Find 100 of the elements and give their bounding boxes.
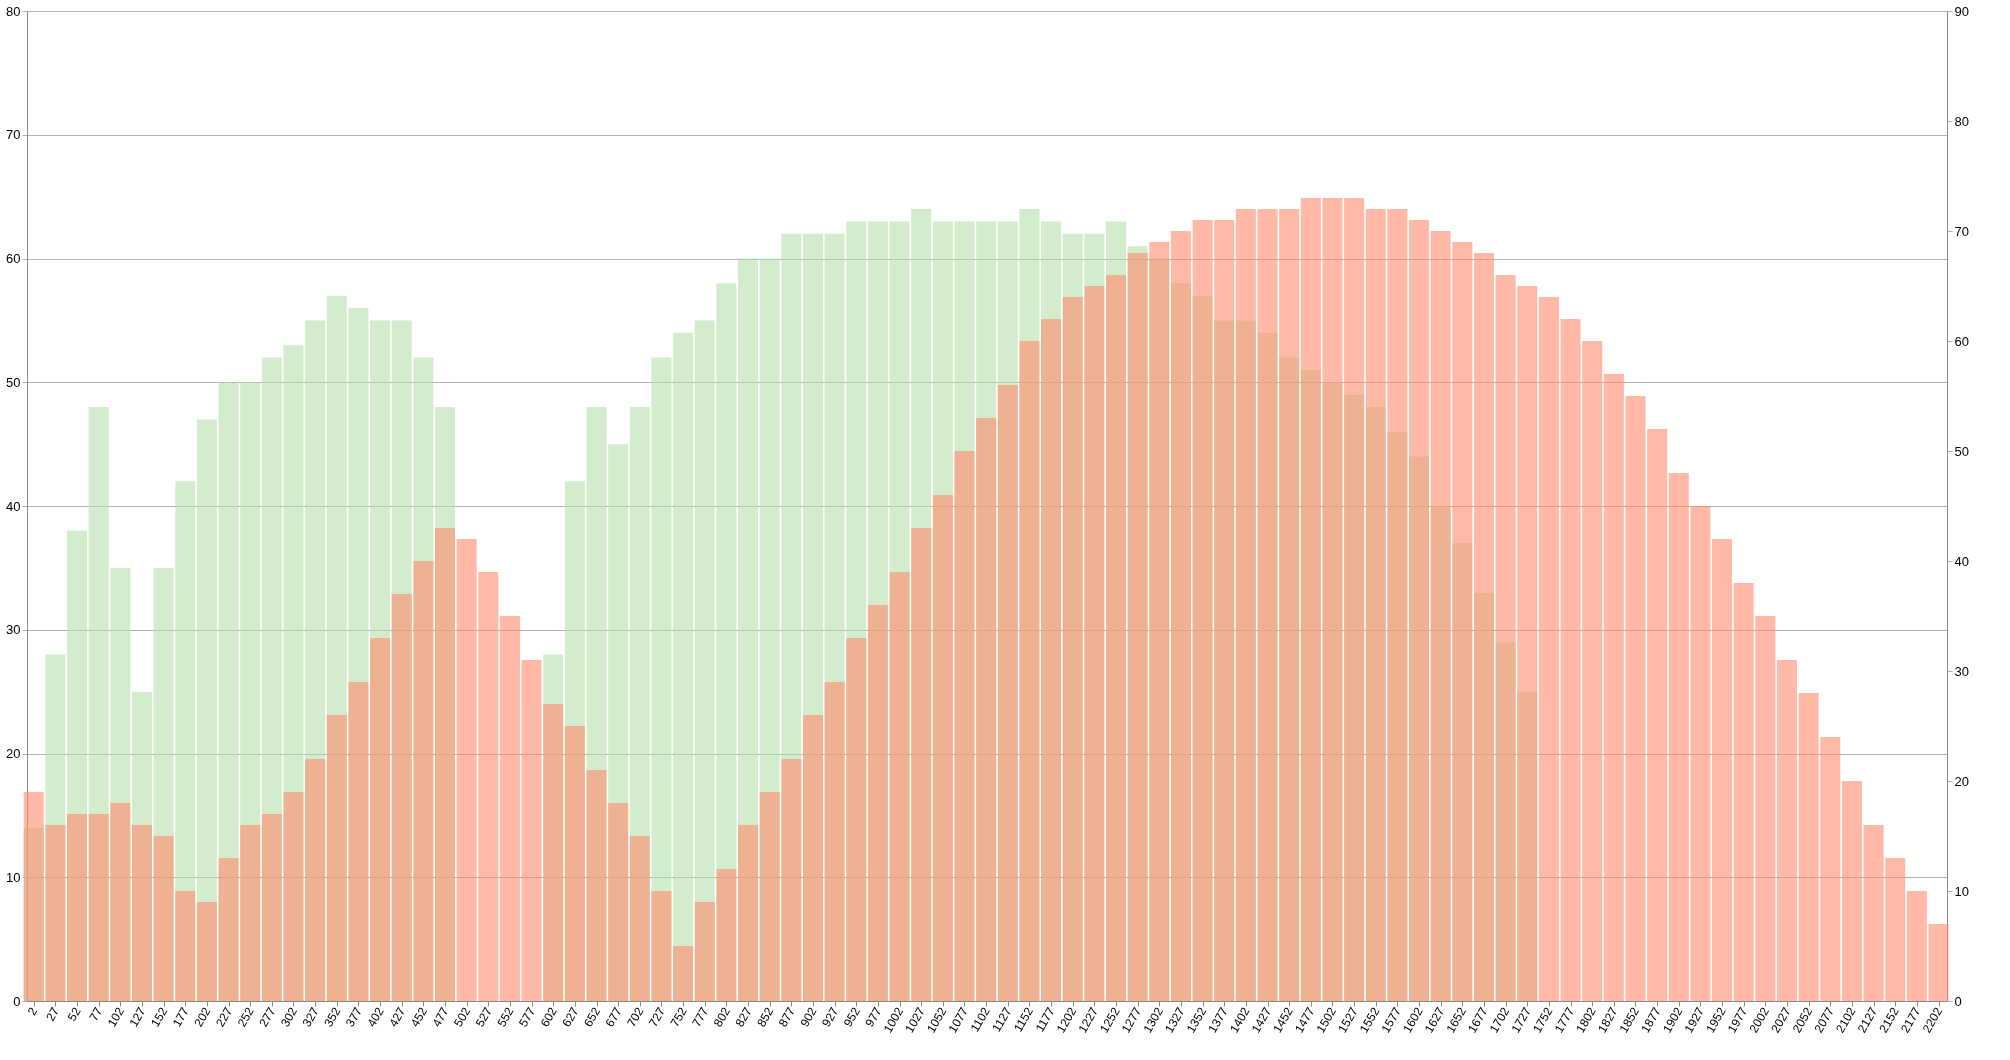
y2-tick-label: 40 [1954,553,1969,569]
x-tick-label: 727 [645,1004,669,1030]
x-tick-label: 127 [126,1004,149,1030]
y2-tick-label: 10 [1954,883,1969,899]
x-tick-label: 602 [537,1004,560,1030]
y2-tick-label: 30 [1954,663,1969,679]
bar [1560,319,1581,1001]
x-tick-label: 52 [64,1004,84,1024]
bar [283,792,304,1001]
bar [1885,858,1906,1001]
y-tick-label: 70 [6,127,21,143]
x-tick-label: 202 [191,1004,214,1030]
bar [1647,429,1668,1001]
x-tick-label: 852 [754,1004,777,1030]
bar [1625,396,1646,1001]
bar [1755,616,1776,1001]
bar [738,825,759,1001]
x-tick-label: 902 [797,1004,820,1030]
bar [1928,924,1949,1001]
y2-tick-label: 0 [1954,993,1962,1009]
x-tick-label: 77 [86,1004,106,1024]
x-tick-label: 277 [256,1004,279,1030]
bar [1430,231,1451,1001]
y2-tick-label: 80 [1954,113,1969,129]
x-tick-label: 977 [862,1004,885,1030]
y-tick-label: 40 [6,498,21,514]
y-tick-label: 20 [6,746,21,761]
bar [1452,242,1473,1001]
bar [1279,209,1300,1001]
x-tick-label: 377 [342,1004,366,1030]
y-tick-label: 60 [6,251,21,266]
x-tick-label: 227 [212,1004,236,1030]
bar [1365,209,1386,1001]
y-tick-label: 80 [6,3,21,19]
bar [1322,198,1343,1001]
y2-tick-label: 60 [1954,333,1969,349]
bar [781,759,802,1001]
x-tick-label: 527 [472,1004,496,1030]
bar [1712,539,1733,1001]
bar [1777,660,1798,1001]
bar [261,814,282,1001]
y-tick-label: 10 [6,869,21,885]
y2-tick-label: 20 [1954,773,1969,789]
x-tick-label: 877 [775,1004,799,1030]
x-tick-label: 752 [667,1004,690,1030]
x-tick-label: 777 [689,1004,712,1030]
bar [218,858,239,1001]
bar [1841,781,1862,1001]
x-tick-label: 652 [580,1004,604,1030]
x-tick-label: 102 [104,1004,128,1030]
x-tick-label: 952 [840,1004,863,1030]
y2-tick-label: 50 [1954,443,1969,459]
y-tick-label: 0 [13,993,21,1009]
bar [499,616,520,1001]
bar [716,869,737,1001]
x-tick-label: 477 [429,1004,452,1030]
x-tick-label: 427 [386,1004,409,1030]
bar [673,946,694,1001]
bar [1538,297,1559,1001]
x-tick-label: 302 [277,1004,301,1030]
bar [694,902,715,1001]
bar [1300,198,1321,1001]
x-tick-label: 177 [169,1004,192,1030]
bar [1906,891,1927,1001]
bar [1517,286,1538,1001]
bar [1820,737,1841,1001]
bar [1409,220,1430,1001]
x-tick-label: 827 [732,1004,755,1030]
bar [196,902,217,1001]
x-tick-label: 577 [516,1004,539,1030]
x-tick-label: 452 [407,1004,431,1030]
bar [1257,209,1278,1001]
bar [759,792,780,1001]
bar [651,891,672,1001]
bar [1582,341,1603,1001]
bar [1344,198,1365,1001]
bar [1733,583,1754,1001]
bar [1387,209,1408,1001]
bar [1863,825,1884,1001]
y-tick-label: 30 [6,622,21,638]
bar [478,572,499,1001]
bar [1690,506,1711,1001]
y-tick-label: 50 [6,374,21,390]
x-tick-label: 402 [364,1004,387,1030]
bar [629,836,650,1001]
x-tick-label: 2 [24,1004,41,1018]
bar [1603,374,1624,1001]
bar [175,891,196,1001]
x-tick-label: 352 [321,1004,344,1030]
bar [1473,253,1494,1001]
x-tick-label: 927 [819,1004,842,1030]
x-tick-label: 27 [43,1004,63,1024]
x-tick-label: 152 [148,1004,171,1030]
y2-tick-label: 70 [1954,223,1969,239]
x-tick-label: 627 [559,1004,582,1030]
bar [1798,693,1819,1001]
bar [1668,473,1689,1001]
x-tick-label: 502 [451,1004,474,1030]
bar [1495,275,1516,1001]
x-tick-label: 327 [299,1004,322,1030]
